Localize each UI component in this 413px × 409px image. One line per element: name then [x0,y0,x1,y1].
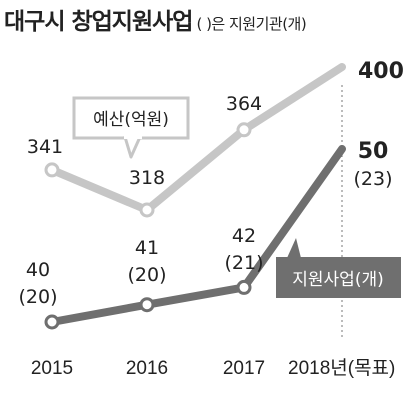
budget-point-0 [44,162,60,178]
series-budget-line [48,63,346,214]
budget-legend-pointer-mask [124,134,142,139]
x-tick-label-3: 2018년(목표) [288,357,395,379]
budget-value-label-0: 341 [27,136,63,158]
agencies-value-label-2: (21) [224,252,263,274]
programs-point-1 [139,297,155,313]
programs-value-label-0: 40 [26,259,50,281]
series-programs-line [48,145,346,326]
x-tick-label-2: 2017 [223,358,265,379]
agencies-value-label-3: (23) [353,168,392,190]
programs-legend-label: 지원사업(개) [292,270,383,290]
agencies-value-label-1: (20) [127,264,166,286]
programs-value-label-3: 50 [358,139,389,164]
budget-legend-box [72,96,190,140]
budget-point-1 [139,202,155,218]
chart-title: 대구시 창업지원사업( )은 지원기관(개) [4,2,307,36]
programs-legend-pointer [287,238,301,258]
budget-value-label-1: 318 [129,167,165,189]
budget-value-label-3: 400 [358,59,404,84]
programs-value-label-1: 41 [135,237,159,259]
budget-legend-pointer [123,135,142,159]
programs-point-0 [44,314,60,330]
x-tick-label-1: 2016 [126,358,168,379]
chart-title-main: 대구시 창업지원사업 [4,9,193,35]
programs-legend-box [276,257,401,298]
agencies-value-label-0: (20) [18,286,57,308]
budget-legend-label: 예산(억원) [93,110,169,130]
budget-point-2 [236,122,252,138]
x-tick-label-0: 2015 [31,358,73,379]
budget-value-label-2: 364 [226,93,262,115]
chart-subtitle: ( )은 지원기관(개) [196,15,307,33]
programs-value-label-2: 42 [232,225,256,247]
programs-point-2 [236,279,252,295]
